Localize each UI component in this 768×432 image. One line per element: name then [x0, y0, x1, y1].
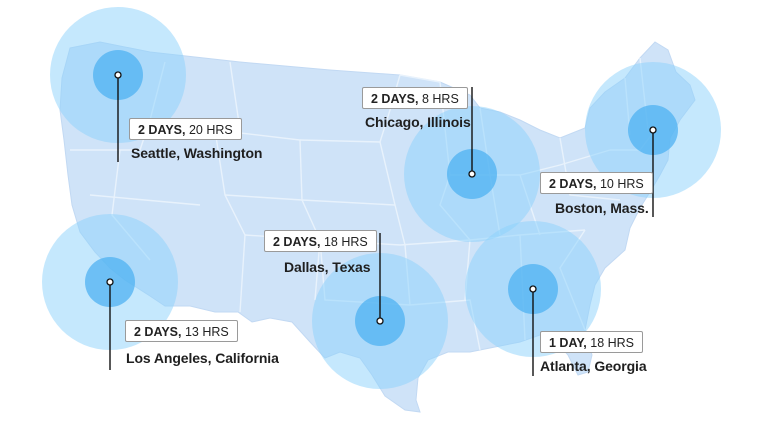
los-angeles-city-label: Los Angeles, California [126, 350, 279, 366]
seattle-city-label: Seattle, Washington [131, 145, 263, 161]
chicago-city-label: Chicago, Illinois [365, 114, 471, 130]
chicago-duration-badge: 2 DAYS, 8 HRS [362, 87, 468, 109]
leader-lines [109, 75, 654, 376]
location-pins [106, 71, 657, 325]
seattle-duration-badge: 2 DAYS, 20 HRS [129, 118, 242, 140]
dallas-hours: 18 HRS [323, 235, 368, 249]
atlanta-pin [529, 285, 537, 293]
los-angeles-pin [106, 278, 114, 286]
los-angeles-hours: 13 HRS [184, 325, 229, 339]
chicago-days: 2 DAYS, [371, 92, 419, 106]
seattle-pin [114, 71, 122, 79]
boston-duration-badge: 2 DAYS, 10 HRS [540, 172, 653, 194]
atlanta-city-label: Atlanta, Georgia [540, 358, 647, 374]
dallas-city-label: Dallas, Texas [284, 259, 371, 275]
dallas-duration-badge: 2 DAYS, 18 HRS [264, 230, 377, 252]
chicago-hours: 8 HRS [421, 92, 459, 106]
dallas-days: 2 DAYS, [273, 235, 321, 249]
boston-city-label: Boston, Mass. [555, 200, 649, 216]
atlanta-hours: 18 HRS [590, 336, 635, 350]
boston-days: 2 DAYS, [549, 177, 597, 191]
atlanta-duration-badge: 1 DAY, 18 HRS [540, 331, 644, 353]
boston-hours: 10 HRS [599, 177, 644, 191]
los-angeles-days: 2 DAYS, [134, 325, 182, 339]
atlanta-days: 1 DAY, [549, 336, 587, 350]
boston-pin [649, 126, 657, 134]
seattle-days: 2 DAYS, [138, 123, 186, 137]
dallas-pin [376, 317, 384, 325]
seattle-hours: 20 HRS [188, 123, 233, 137]
los-angeles-duration-badge: 2 DAYS, 13 HRS [125, 320, 238, 342]
chicago-pin [468, 170, 476, 178]
